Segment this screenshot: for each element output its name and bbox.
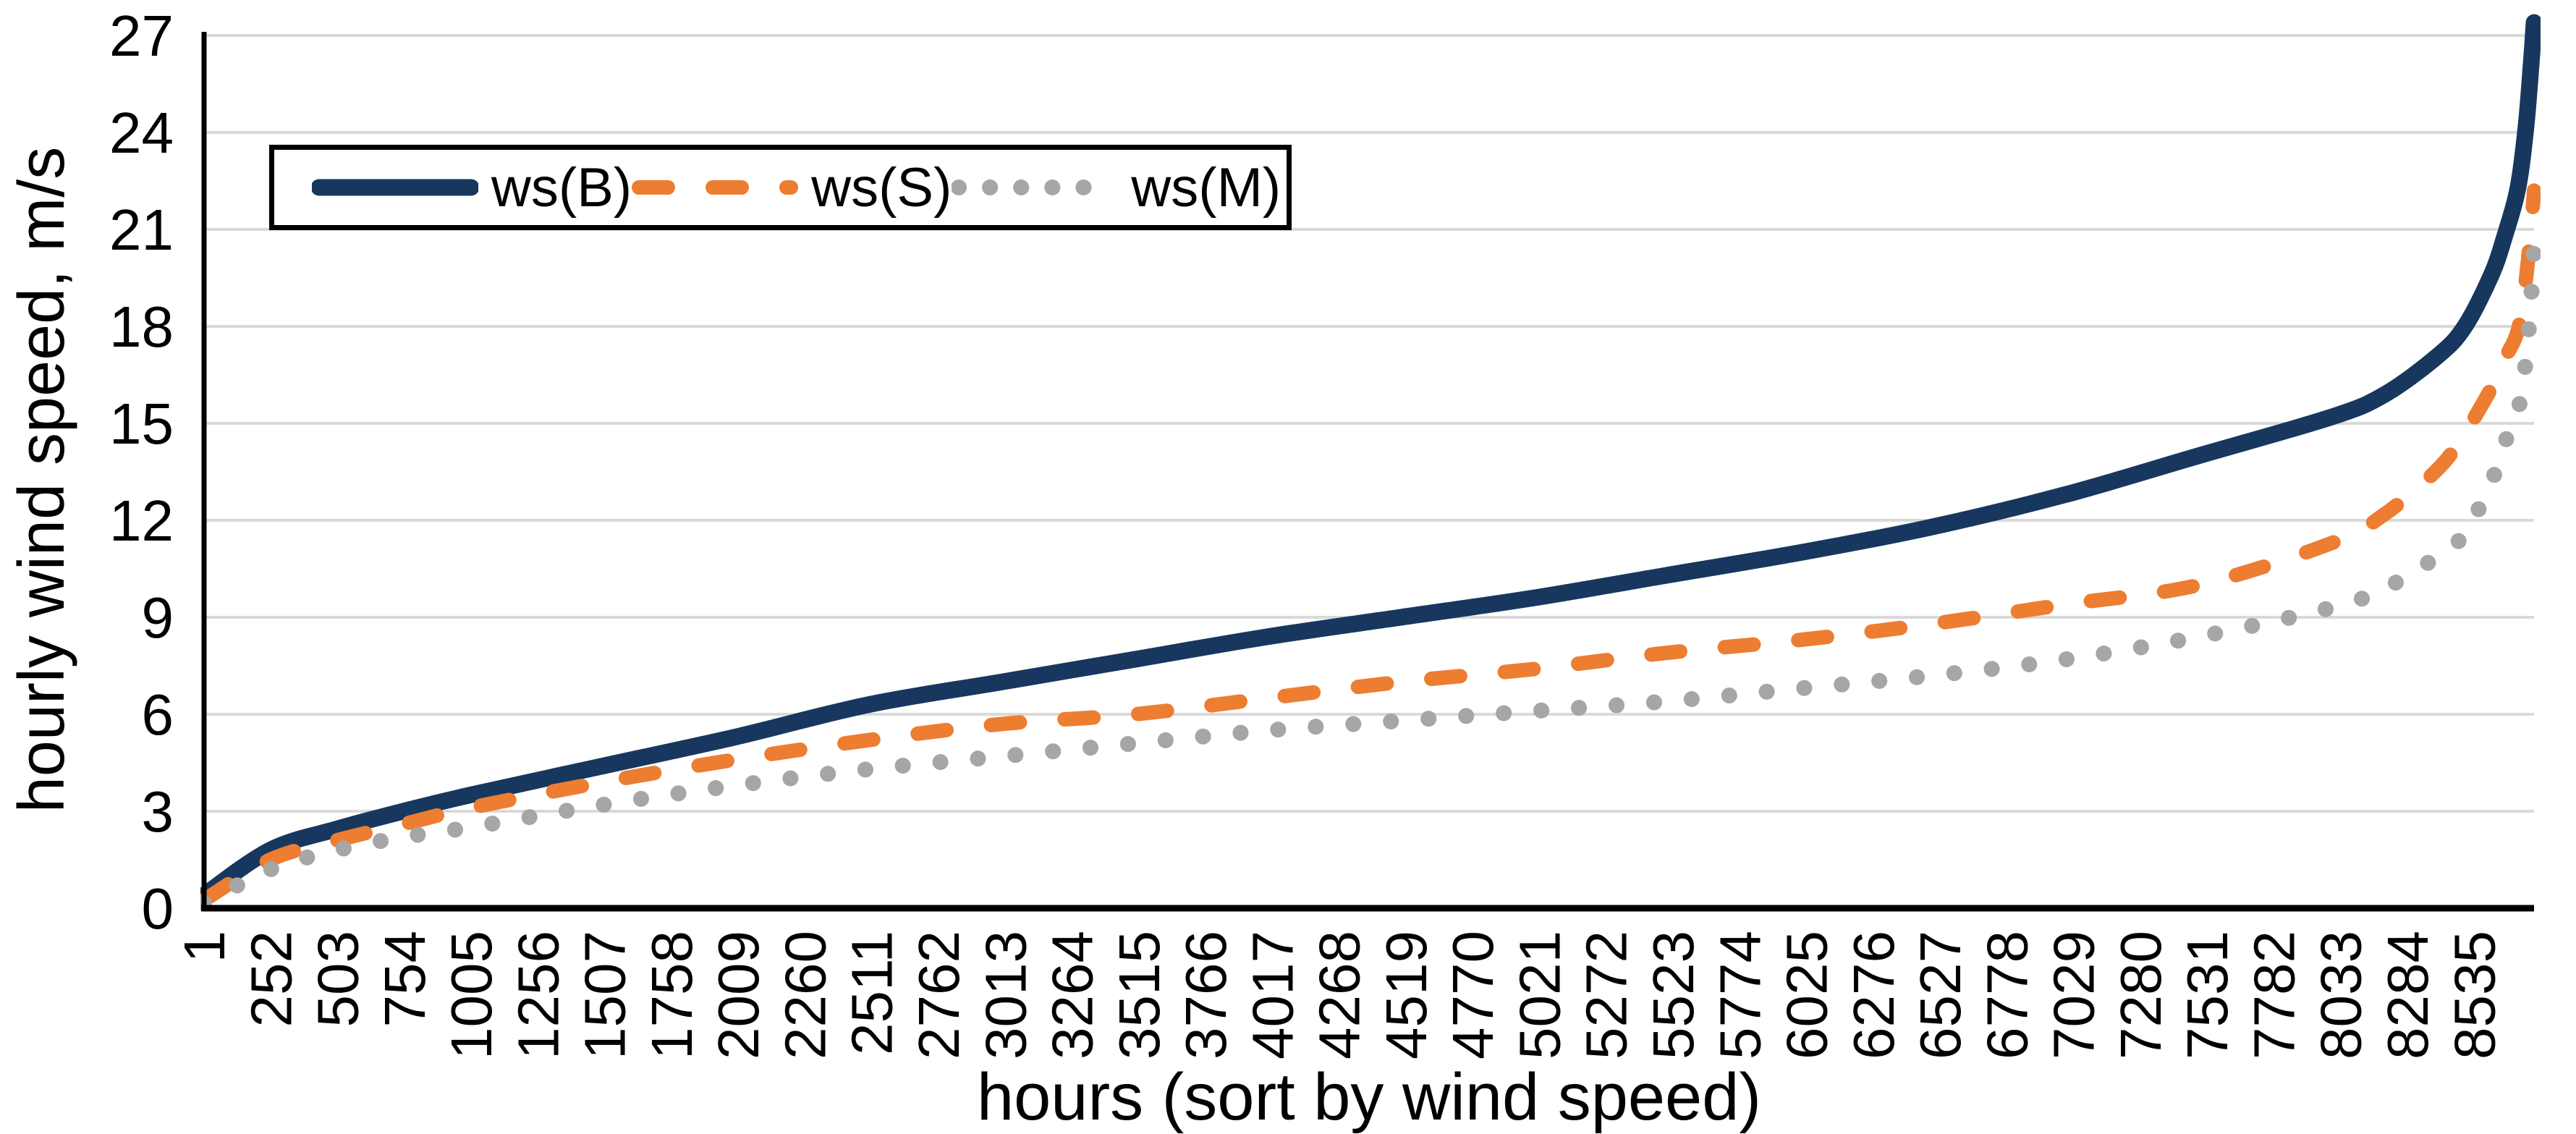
x-tick-label: 5272: [1575, 931, 1639, 1059]
legend-solid-line-icon: [312, 174, 478, 201]
x-tick-label: 7280: [2109, 931, 2173, 1059]
x-tick-label: 6276: [1842, 931, 1906, 1059]
series-line-ws(B): [200, 14, 2541, 904]
x-tick-label: 2762: [907, 931, 971, 1059]
x-tick-label: 503: [306, 931, 370, 1027]
legend-item-ws-b: ws(B): [312, 156, 632, 219]
x-tick-label: 5021: [1507, 931, 1572, 1059]
y-tick-label: 27: [109, 4, 174, 68]
x-tick-label: 8535: [2442, 931, 2507, 1059]
x-tick-label: 7782: [2242, 931, 2306, 1059]
x-tick-label: 8033: [2309, 931, 2373, 1059]
x-tick-label: 2260: [773, 931, 837, 1059]
x-tick-label: 4017: [1240, 931, 1305, 1059]
legend-label-ws-s: ws(S): [811, 156, 952, 219]
legend-label-ws-m: ws(M): [1131, 156, 1281, 219]
x-tick-label: 4519: [1374, 931, 1439, 1059]
x-tick-label: 1758: [640, 931, 704, 1059]
x-tick-label: 1005: [439, 931, 504, 1059]
series-line-ws(S): [200, 183, 2541, 907]
x-tick-label: 3766: [1174, 931, 1238, 1059]
legend-item-ws-s: ws(S): [632, 156, 952, 219]
series-line-ws(M): [200, 240, 2541, 912]
x-tick-label: 1256: [506, 931, 570, 1059]
x-tick-label: 3264: [1041, 931, 1105, 1059]
x-tick-label: 5774: [1708, 931, 1772, 1059]
y-tick-label: 18: [109, 295, 174, 359]
x-tick-label: 3013: [973, 931, 1038, 1059]
x-tick-label: 252: [239, 931, 303, 1027]
y-tick-label: 12: [109, 488, 174, 553]
y-tick-label: 6: [142, 682, 174, 747]
legend-item-ws-m: ws(M): [952, 156, 1281, 219]
x-tick-label: 4770: [1441, 931, 1505, 1059]
legend-label-ws-b: ws(B): [491, 156, 632, 219]
x-tick-label: 754: [373, 931, 437, 1027]
x-tick-label: 7029: [2042, 931, 2106, 1059]
x-tick-label: 7531: [2175, 931, 2240, 1059]
x-tick-label: 2009: [706, 931, 771, 1059]
legend-dashed-line-icon: [632, 174, 799, 201]
y-tick-label: 24: [109, 101, 174, 165]
x-tick-label: 5523: [1641, 931, 1706, 1059]
x-tick-label: 1507: [573, 931, 637, 1059]
x-tick-label: 8284: [2376, 931, 2440, 1059]
x-tick-label: 6025: [1775, 931, 1839, 1059]
x-tick-label: 2511: [840, 931, 904, 1055]
y-tick-label: 3: [142, 779, 174, 844]
y-tick-label: 21: [109, 198, 174, 262]
x-tick-label: 4268: [1308, 931, 1372, 1059]
legend: ws(B) ws(S) ws(M): [269, 145, 1292, 230]
y-axis-title: hourly wind speed, m/s: [6, 146, 78, 813]
x-tick-label: 6778: [1975, 931, 2039, 1059]
x-tick-label: 1: [172, 931, 237, 963]
x-tick-label: 6527: [1908, 931, 1973, 1059]
legend-dotted-line-icon: [952, 174, 1119, 201]
y-tick-label: 0: [142, 876, 174, 941]
y-tick-label: 9: [142, 585, 174, 650]
x-axis-title: hours (sort by wind speed): [976, 1060, 1762, 1134]
y-tick-label: 15: [109, 392, 174, 456]
x-tick-label: 3515: [1107, 931, 1172, 1059]
